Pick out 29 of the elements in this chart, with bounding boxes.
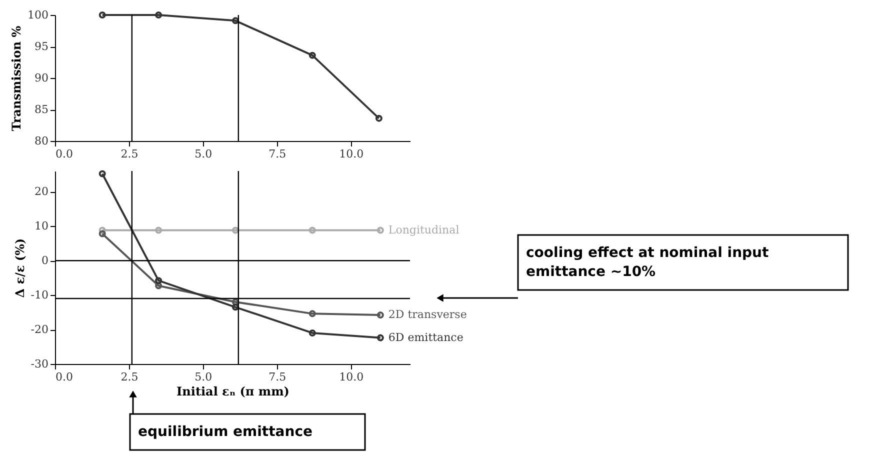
x-tick-label: 2.5 [120, 370, 138, 384]
y-tick-label: 0 [42, 254, 48, 268]
series-label: Longitudinal [388, 223, 460, 236]
y-tick-label: 20 [34, 185, 48, 198]
x-tick-label: 10.0 [339, 148, 364, 160]
y-tick-label: 85 [34, 103, 48, 116]
x-tick-label: 5.0 [194, 148, 212, 160]
y-tick-label: 80 [34, 134, 48, 148]
y-axis-title: Δ ε/ε (%) [12, 238, 27, 298]
x-tick-label: 5.0 [194, 370, 212, 384]
series-label: 6D emittance [388, 330, 464, 344]
y-tick-label: -30 [30, 358, 48, 370]
x-tick-label: 7.5 [268, 370, 286, 384]
series-label: 2D transverse [388, 308, 467, 322]
x-tick-label: 7.5 [268, 148, 286, 160]
x-tick-label: 0.0 [56, 370, 73, 384]
x-tick-label: 0.0 [56, 148, 73, 160]
text: cooling effect at nominal input emittance ~10% [526, 245, 770, 280]
y-tick-label: -10 [30, 288, 48, 302]
y-tick-label: 90 [34, 72, 48, 84]
y-tick-label: 95 [34, 40, 48, 53]
y-tick-label: 10 [34, 220, 48, 233]
y-tick-label: 100 [28, 8, 48, 22]
y-axis-title: Transmission % [10, 25, 24, 132]
x-axis-title: Initial εₙ (π mm) [176, 384, 290, 398]
y-tick-label: -20 [30, 323, 48, 336]
x-tick-label: 10.0 [339, 370, 364, 384]
x-tick-label: 2.5 [120, 148, 138, 160]
text: equilibrium emittance [138, 424, 313, 440]
